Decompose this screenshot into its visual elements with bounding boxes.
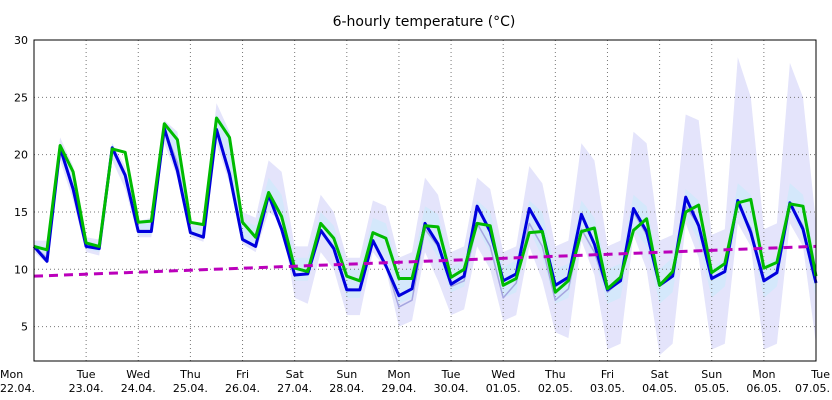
x-tick-weekday-8: Tue (441, 368, 461, 381)
x-tick-weekday-11: Fri (601, 368, 614, 381)
x-tick-weekday-4: Fri (236, 368, 249, 381)
x-tick-weekday-9: Wed (491, 368, 515, 381)
y-tick-label-15: 15 (14, 206, 28, 219)
x-tick-weekday-13: Sun (701, 368, 722, 381)
x-tick-date-8: 30.04. (434, 382, 469, 395)
y-tick-label-20: 20 (14, 149, 28, 162)
x-tick-weekday-0: Mon (0, 368, 23, 381)
x-tick-date-4: 26.04. (225, 382, 260, 395)
x-tick-weekday-10: Thu (544, 368, 566, 381)
x-tick-date-12: 04.05. (642, 382, 677, 395)
x-tick-weekday-2: Wed (126, 368, 150, 381)
x-axis-ticks: Mon22.04.Tue23.04.Wed24.04.Thu25.04.Fri2… (0, 368, 830, 395)
x-tick-weekday-15: Tue (810, 368, 830, 381)
x-tick-date-9: 01.05. (486, 382, 521, 395)
plot-frame (33, 39, 817, 362)
series-line-5 (33, 116, 818, 294)
y-axis-ticks: 5 10 15 20 25 30 (14, 34, 28, 334)
series-lines (32, 116, 818, 308)
x-tick-weekday-14: Mon (752, 368, 775, 381)
x-tick-date-10: 02.05. (538, 382, 573, 395)
x-tick-weekday-5: Sat (286, 368, 305, 381)
y-tick-label-10: 10 (14, 263, 28, 276)
x-tick-weekday-3: Thu (179, 368, 201, 381)
y-tick-label-25: 25 (14, 91, 28, 104)
x-tick-date-5: 27.04. (277, 382, 312, 395)
x-tick-date-15: 07.05. (795, 382, 830, 395)
trend-line (33, 244, 817, 278)
x-tick-date-0: 22.04. (0, 382, 35, 395)
y-tick-label-5: 5 (21, 321, 28, 334)
x-tick-weekday-6: Sun (336, 368, 357, 381)
x-tick-date-14: 06.05. (746, 382, 781, 395)
x-tick-weekday-12: Sat (651, 368, 670, 381)
grid-lines (34, 40, 816, 361)
x-tick-weekday-1: Tue (76, 368, 96, 381)
x-tick-date-2: 24.04. (121, 382, 156, 395)
ensemble-band-2 (34, 114, 816, 304)
x-tick-date-11: 03.05. (590, 382, 625, 395)
x-tick-date-13: 05.05. (694, 382, 729, 395)
y-tick-label-30: 30 (14, 34, 28, 47)
x-tick-date-7: 29.04. (381, 382, 416, 395)
x-tick-weekday-7: Mon (387, 368, 410, 381)
x-tick-date-1: 23.04. (69, 382, 104, 395)
x-tick-date-6: 28.04. (329, 382, 364, 395)
x-tick-date-3: 25.04. (173, 382, 208, 395)
chart-title: 6-hourly temperature (°C) (333, 14, 516, 30)
